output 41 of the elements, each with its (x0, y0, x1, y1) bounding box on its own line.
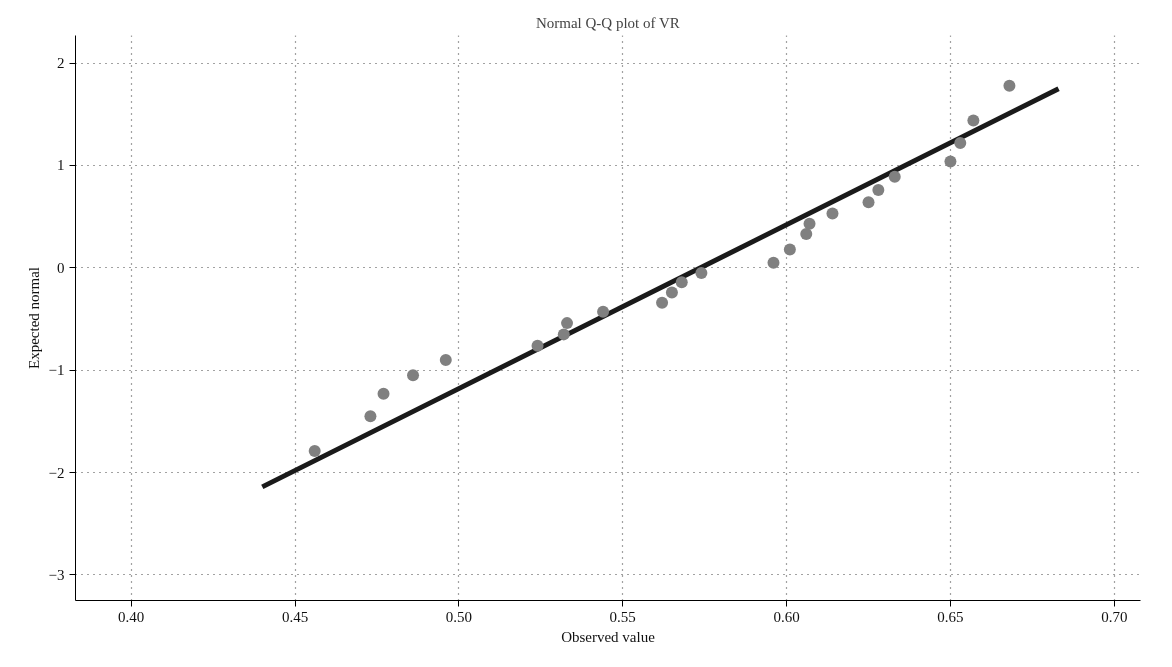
point (803, 217, 816, 230)
point (783, 243, 796, 256)
point (954, 136, 967, 149)
x-tick-label: 0.65 (937, 608, 964, 625)
point (561, 317, 574, 330)
x-tick-label: 0.55 (609, 608, 636, 625)
y-tick-label: 0 (57, 259, 65, 276)
y-axis-title: Expected normal (25, 266, 42, 370)
y-tick-label: 2 (57, 55, 65, 72)
x-tick-label: 0.40 (118, 608, 145, 625)
point (967, 114, 980, 127)
x-tick-label: 0.50 (445, 608, 473, 625)
point (872, 184, 885, 197)
y-tick-label: −2 (48, 464, 65, 481)
x-tick-label: 0.70 (1101, 608, 1128, 625)
y-tick-label: −1 (48, 362, 65, 379)
point (800, 228, 813, 241)
point (377, 387, 390, 400)
y-tick-label: 1 (57, 157, 65, 174)
point (531, 339, 544, 352)
point (675, 276, 688, 289)
y-tick-label: −3 (48, 566, 65, 583)
point (656, 296, 669, 309)
x-tick-label: 0.60 (773, 608, 800, 625)
point (364, 410, 377, 423)
point (944, 155, 957, 168)
point (695, 266, 708, 279)
point (557, 328, 570, 341)
chart-title: Normal Q-Q plot of VR (535, 14, 680, 31)
point (1003, 79, 1016, 92)
point (767, 256, 780, 269)
point (439, 353, 452, 366)
point (826, 207, 839, 220)
point (597, 305, 610, 318)
point (665, 286, 678, 299)
point (862, 196, 875, 209)
x-tick-label: 0.45 (281, 608, 309, 625)
point (308, 445, 321, 458)
x-axis-title: Observed value (561, 628, 656, 645)
point (888, 170, 901, 183)
point (407, 369, 420, 382)
